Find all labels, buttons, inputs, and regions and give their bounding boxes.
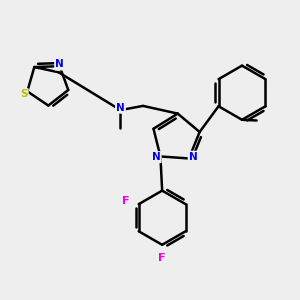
Text: N: N [55,59,64,69]
Text: N: N [116,103,125,112]
Text: F: F [122,196,129,206]
Text: N: N [152,152,161,162]
Text: N: N [189,152,197,162]
Text: F: F [158,253,166,263]
Text: S: S [20,89,28,99]
